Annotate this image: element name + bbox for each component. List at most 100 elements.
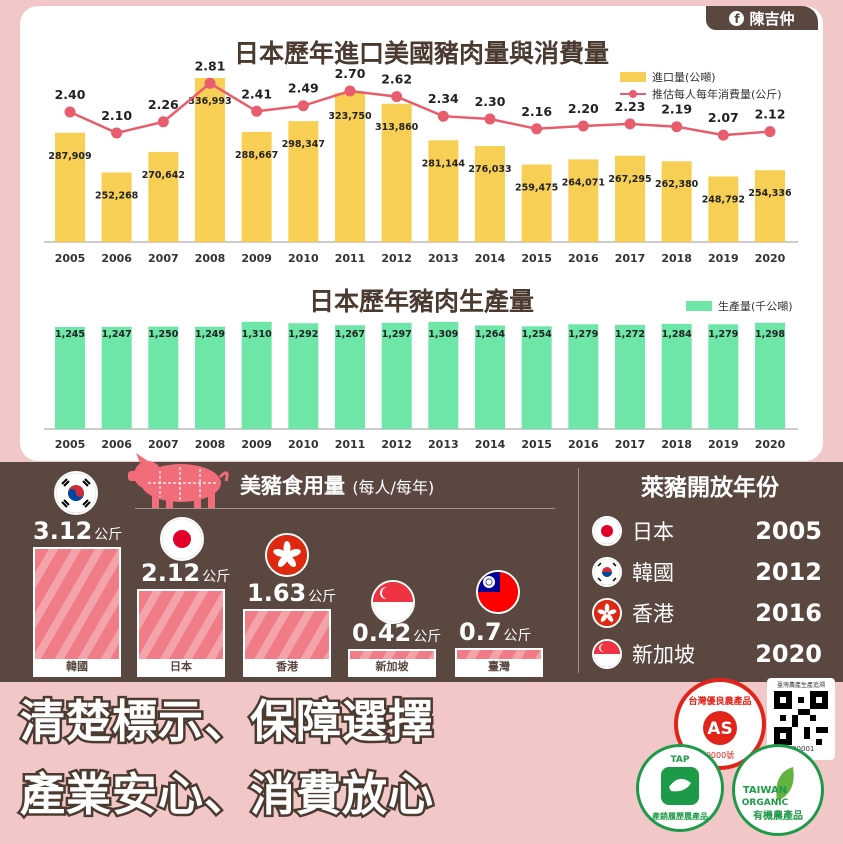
production-bar bbox=[195, 326, 225, 429]
consumption-point bbox=[391, 91, 403, 103]
consumption-label: 2.12 bbox=[755, 107, 786, 122]
x-tick-label: 2018 bbox=[661, 252, 692, 265]
import-chart-title: 日本歷年進口美國豬肉量與消費量 bbox=[233, 39, 609, 68]
production-bar-label: 1,297 bbox=[382, 329, 412, 340]
production-bar-label: 1,254 bbox=[522, 329, 552, 340]
x-tick-label: 2009 bbox=[241, 438, 272, 451]
x-tick-label: 2005 bbox=[55, 252, 86, 265]
x-tick-label: 2006 bbox=[101, 252, 132, 265]
import-bar bbox=[335, 92, 365, 242]
consumption-point bbox=[344, 85, 356, 97]
consumption-label: 2.62 bbox=[381, 72, 412, 87]
open-year-title: 萊豬開放年份 bbox=[641, 475, 779, 501]
consumption-label: 2.20 bbox=[568, 101, 599, 116]
consumption-line bbox=[69, 81, 771, 137]
x-tick-label: 2009 bbox=[241, 252, 272, 265]
legend-item-consumption: 推估每人每年消費量(公斤) bbox=[620, 85, 782, 102]
open-row-korea: 韓國 2012 bbox=[592, 555, 822, 589]
consumption-point bbox=[671, 121, 683, 133]
x-tick-label: 2011 bbox=[335, 438, 366, 451]
import-bar-label: 264,071 bbox=[562, 177, 605, 188]
consumption-label: 2.34 bbox=[428, 91, 459, 106]
production-bar-label: 1,292 bbox=[288, 329, 318, 340]
hongkong-flag-icon bbox=[592, 598, 622, 628]
cas-label: 台灣優良農產品 bbox=[688, 695, 751, 707]
author-name: 陳吉仲 bbox=[749, 9, 795, 28]
x-tick-label: 2007 bbox=[148, 252, 179, 265]
import-bar-label: 298,347 bbox=[282, 139, 325, 150]
panel-divider bbox=[578, 468, 579, 673]
x-tick-label: 2020 bbox=[755, 438, 786, 451]
production-bar bbox=[475, 325, 505, 429]
import-bar bbox=[381, 103, 412, 242]
production-bar bbox=[521, 326, 552, 429]
author-tag[interactable]: f 陳吉仲 bbox=[706, 6, 818, 30]
usage-bar-country: 韓國 bbox=[35, 659, 119, 675]
legend-swatch-consumption bbox=[620, 89, 646, 99]
import-bar-label: 252,268 bbox=[95, 191, 139, 202]
legend-swatch-import bbox=[620, 71, 646, 82]
production-bar-label: 1,298 bbox=[755, 329, 785, 340]
slogan-line-2: 產業安心、消費放心 bbox=[17, 766, 435, 824]
japan-flag-icon bbox=[160, 517, 204, 561]
consumption-point bbox=[204, 77, 216, 89]
japan-flag-icon bbox=[592, 516, 622, 546]
open-year: 2005 bbox=[755, 517, 822, 545]
usage-value-unit: 公斤 bbox=[503, 627, 532, 644]
slogan-line-1: 清楚標示、保障選擇 bbox=[17, 693, 435, 751]
taiwan-flag-icon bbox=[476, 570, 520, 614]
svg-text:AS: AS bbox=[707, 719, 732, 739]
consumption-point bbox=[437, 110, 449, 122]
production-bar bbox=[381, 322, 412, 429]
usage-bar: 新加坡 bbox=[348, 649, 436, 677]
tap-name: 產銷履歷農產品 bbox=[651, 811, 708, 821]
cas-code: 0000號 bbox=[706, 750, 734, 760]
production-bar bbox=[755, 322, 785, 429]
import-bar-label: 248,792 bbox=[702, 194, 745, 205]
usage-bar-country: 臺灣 bbox=[457, 658, 541, 675]
qr-caption: 臺灣農產生產追溯 bbox=[776, 682, 825, 689]
production-bar bbox=[428, 321, 459, 429]
facebook-icon: f bbox=[729, 10, 745, 26]
organic-en-1: TAIWAN bbox=[743, 785, 787, 796]
usage-bar: 臺灣 bbox=[455, 647, 543, 677]
production-bar bbox=[55, 327, 85, 429]
x-tick-label: 2017 bbox=[615, 252, 646, 265]
x-tick-label: 2016 bbox=[568, 438, 599, 451]
import-bar-label: 336,993 bbox=[188, 96, 231, 107]
production-bar bbox=[708, 324, 739, 429]
import-bar-label: 313,860 bbox=[375, 122, 419, 133]
production-bar-label: 1,249 bbox=[195, 329, 225, 340]
consumption-label: 2.81 bbox=[195, 58, 226, 73]
tap-seal-icon: TAP 產銷履歷農產品 bbox=[636, 744, 724, 832]
x-tick-label: 2014 bbox=[475, 438, 506, 451]
production-bar bbox=[661, 323, 692, 429]
open-country: 日本 bbox=[632, 520, 674, 544]
x-tick-label: 2014 bbox=[475, 252, 506, 265]
import-bar-label: 262,380 bbox=[655, 179, 699, 190]
usage-value-unit: 公斤 bbox=[94, 527, 123, 543]
open-row-hongkong: 香港 2016 bbox=[592, 596, 822, 630]
production-bar-label: 1,279 bbox=[568, 329, 598, 340]
open-year: 2012 bbox=[755, 558, 822, 586]
production-bar-label: 1,279 bbox=[708, 329, 738, 340]
import-bar bbox=[288, 121, 319, 242]
import-bar bbox=[708, 176, 739, 242]
import-consumption-chart: 287,909 2005 252,268 2006 270,642 2007 336,993… bbox=[44, 58, 798, 265]
import-bar-label: 270,642 bbox=[142, 170, 185, 181]
import-bar bbox=[755, 170, 785, 242]
import-bar bbox=[101, 172, 132, 242]
production-bar bbox=[568, 324, 599, 429]
qr-code-icon[interactable]: 臺灣農產生產追溯 000001 bbox=[767, 678, 835, 760]
x-tick-label: 2015 bbox=[521, 438, 552, 451]
usage-bar-value: 3.12 公斤 bbox=[33, 517, 122, 545]
consumption-point bbox=[484, 113, 496, 125]
production-bar bbox=[335, 325, 365, 429]
production-bar bbox=[101, 326, 132, 429]
import-bar bbox=[195, 78, 225, 242]
production-chart-title: 日本歷年豬肉生產量 bbox=[308, 287, 534, 316]
production-bar-label: 1,245 bbox=[55, 329, 85, 340]
singapore-flag-icon bbox=[371, 580, 415, 624]
usage-bar-value: 0.42 公斤 bbox=[352, 619, 441, 647]
consumption-label: 2.23 bbox=[615, 99, 646, 114]
